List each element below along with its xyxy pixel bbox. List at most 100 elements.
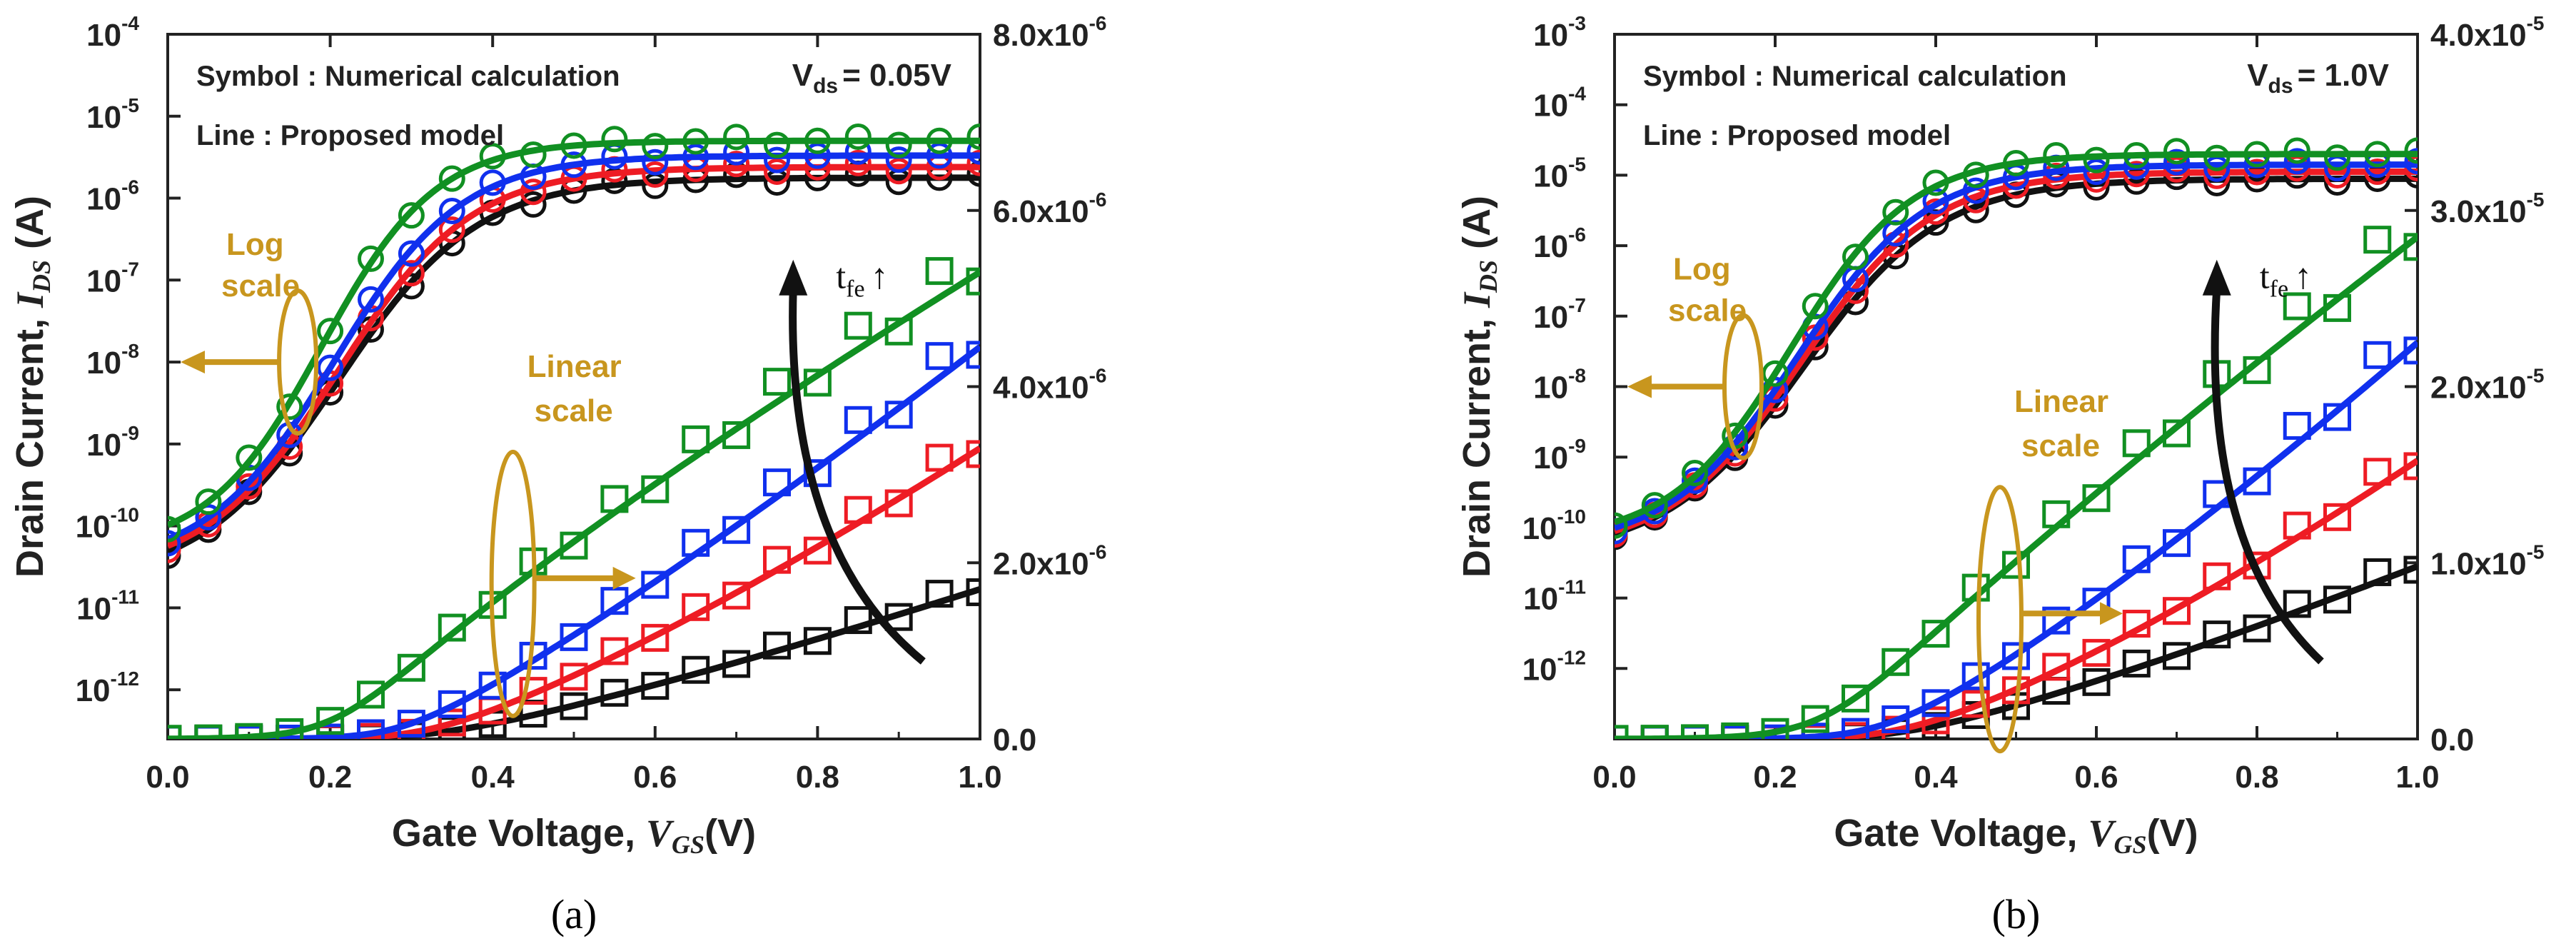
log-scale-arrowhead (1627, 375, 1652, 398)
log-symbol-circle (236, 444, 263, 471)
log-symbol-circle (236, 473, 263, 500)
log-symbol-circle (2123, 161, 2150, 188)
log-symbol-circle (317, 318, 344, 345)
tick-base: 10 (1533, 158, 1568, 193)
tick-exponent: -5 (121, 94, 139, 116)
linear-symbol-square (2243, 467, 2271, 495)
linear-symbol-square (641, 623, 670, 652)
log-symbol-circle (168, 515, 181, 543)
tick-exponent: -4 (121, 12, 139, 34)
linear-symbol-square (1640, 725, 1669, 739)
log-symbol-circle (1762, 360, 1789, 387)
tfe-arrow (2211, 288, 2324, 665)
log-symbol-circle (2283, 148, 2310, 175)
linear-symbol-square (641, 475, 670, 503)
log-symbol-circle (2364, 141, 2391, 168)
log-model-line (168, 163, 980, 549)
linear-symbol-square (884, 489, 913, 518)
log-model-line (1615, 161, 2418, 531)
linear-symbol-square (397, 653, 425, 682)
y-left-tick-label: 10-6 (1533, 223, 1586, 264)
linear-symbol-square (925, 342, 954, 371)
linear-symbol-square (2403, 233, 2418, 261)
vds-value: = 1.0V (2298, 58, 2390, 93)
tfe-up-symbol: ↑ (2294, 256, 2312, 296)
y-right-tick-label: 4.0x10-5 (2430, 12, 2544, 53)
tick-exponent: -5 (2527, 540, 2545, 563)
linear-symbol-square (168, 725, 182, 739)
linear-symbol-square (1801, 705, 1829, 733)
y-label-sub: DS (1474, 260, 1502, 293)
tick-exponent: -11 (111, 585, 139, 608)
x-tick-label: 0.4 (471, 760, 515, 795)
linear-symbol-square (2243, 356, 2271, 384)
log-symbol-circle (2364, 158, 2391, 186)
log-symbol-circle (479, 169, 506, 196)
tick-exponent: -7 (1568, 294, 1586, 316)
tick-mantissa: 2.0x10 (2430, 371, 2527, 406)
tick-base: 10 (1523, 582, 1558, 617)
log-symbol-circle (642, 149, 669, 176)
y-axis-label: Drain Current, IDS (A) (1455, 196, 1502, 578)
log-scale-label: Log scale (221, 227, 300, 303)
y-left-tick-label: 10-11 (1523, 576, 1586, 617)
tick-base: 10 (86, 18, 121, 53)
y-left-tick-label: 10-8 (1533, 365, 1586, 406)
linear-scale-label: Linear scale (527, 349, 622, 428)
linear-symbol-square (682, 593, 710, 621)
log-scale-label: Log scale (1668, 252, 1747, 328)
y-axis-label: Drain Current, IDS (A) (9, 196, 56, 578)
linear-symbol-square (803, 627, 832, 655)
tick-exponent: -5 (2527, 365, 2545, 387)
linear-symbol-square (2122, 649, 2151, 678)
linear-symbol-square (357, 680, 385, 709)
x-tick-label: 1.0 (2395, 760, 2439, 795)
linear-symbol-square (2002, 550, 2030, 579)
log-symbol-circle (764, 158, 790, 185)
log-symbol-circle (2163, 149, 2190, 176)
x-label-var: V (646, 812, 675, 855)
x-label-unit: (V) (704, 812, 756, 855)
x-label-text: Gate Voltage, (392, 812, 646, 855)
tick-base: 10 (1533, 89, 1568, 124)
linear-symbol-square (397, 710, 425, 738)
tick-exponent: -8 (1568, 365, 1586, 387)
panel-a: 0.0 0.2 0.4 0.6 0.8 1.010-410-510-610-710-810… (9, 12, 1106, 937)
log-symbol-circle (966, 149, 980, 176)
linear-symbol-square (2283, 411, 2311, 440)
tick-base: 10 (76, 591, 111, 626)
y-left-tick-label: 10-3 (1533, 12, 1586, 53)
linear-symbol-square (2163, 597, 2191, 625)
linear-symbol-square (682, 655, 710, 684)
log-model-line (1615, 151, 2418, 525)
x-label-sub: GS (2114, 830, 2147, 859)
linear-symbol-square (844, 311, 872, 340)
linear-symbol-square (276, 718, 304, 739)
y-right-tick-label: 0.0 (993, 723, 1036, 758)
linear-symbol-square (2002, 642, 2030, 670)
linear-symbol-square (560, 623, 588, 651)
log-symbol-circle (398, 240, 425, 267)
tick-exponent: -9 (121, 422, 139, 444)
linear-symbol-square (1882, 648, 1910, 676)
linear-symbol-square (2363, 341, 2392, 369)
linear-symbol-square (2323, 585, 2351, 614)
log-symbol-circle (398, 260, 425, 287)
linear-symbol-square (1842, 718, 1869, 739)
linear-symbol-square (2163, 419, 2191, 448)
linear-word: Linear (527, 349, 622, 384)
linear-symbol-square (1921, 689, 1950, 718)
tick-base: 10 (1522, 511, 1557, 546)
linear-symbol-square (2042, 653, 2071, 681)
log-symbol-circle (2324, 144, 2350, 171)
log-symbol-circle (966, 138, 980, 165)
y-right-tick-label: 3.0x10-5 (2430, 188, 2544, 229)
x-label-sub: GS (672, 830, 704, 859)
linear-symbol-square (1615, 725, 1629, 739)
tick-exponent: -3 (1568, 12, 1586, 34)
tick-exponent: -5 (1568, 153, 1586, 175)
tick-mantissa: 3.0x10 (2430, 194, 2527, 229)
log-scale-word: Log (226, 227, 284, 262)
log-symbol-circle (1882, 220, 1909, 247)
tfe-sub: fe (2270, 276, 2288, 303)
